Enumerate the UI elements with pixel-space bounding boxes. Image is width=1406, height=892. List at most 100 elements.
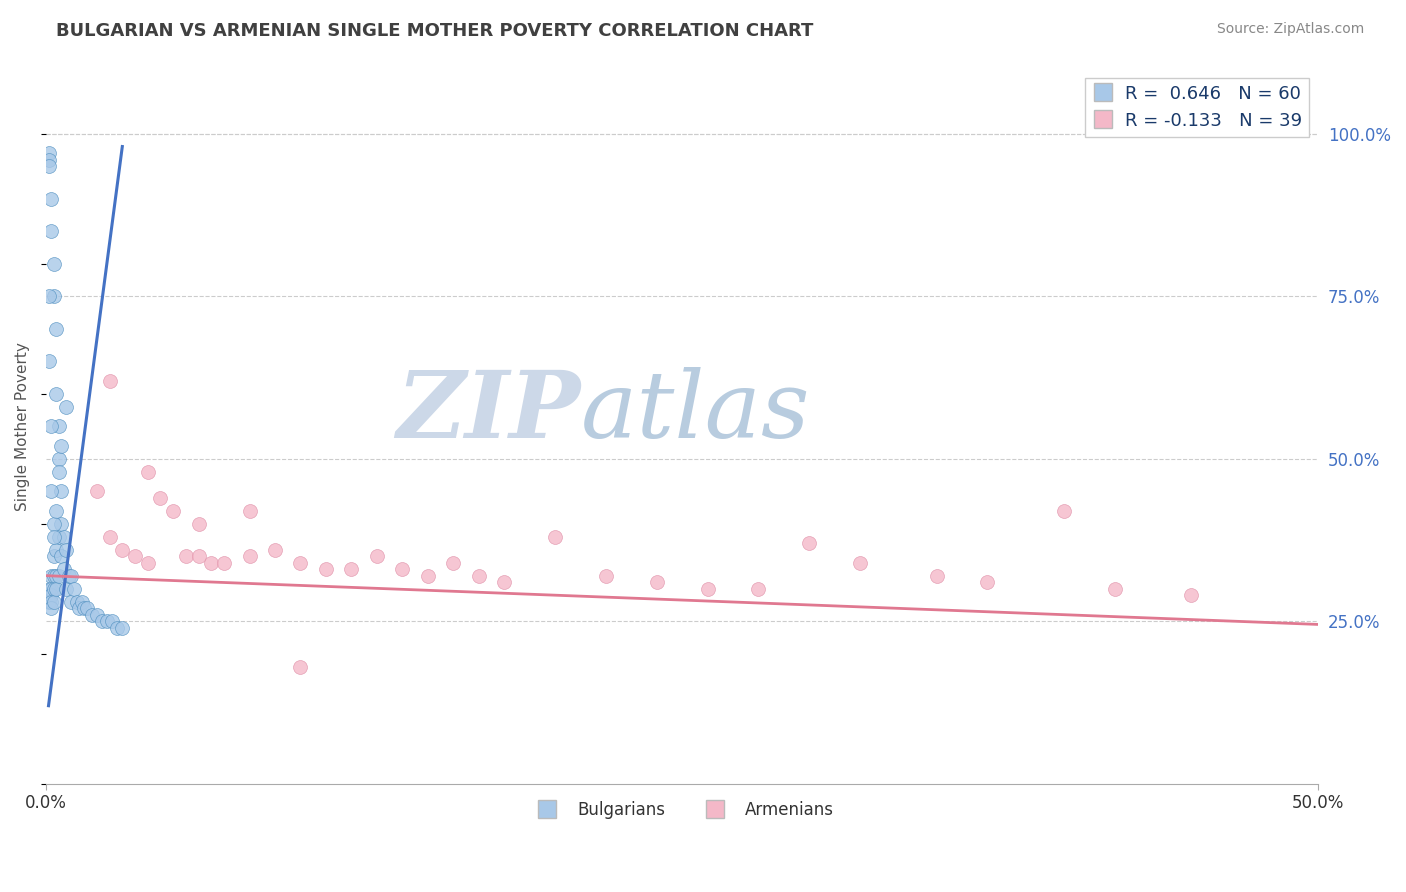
Point bbox=[238, 503, 260, 517]
Point bbox=[48, 451, 70, 466]
Point bbox=[45, 568, 67, 582]
Point bbox=[925, 568, 948, 582]
Point bbox=[38, 289, 60, 303]
Point bbox=[366, 549, 388, 564]
Point bbox=[492, 575, 515, 590]
Point bbox=[101, 614, 124, 628]
Point bbox=[544, 530, 567, 544]
Point bbox=[39, 484, 62, 499]
Point bbox=[48, 568, 70, 582]
Point bbox=[747, 582, 769, 596]
Point bbox=[39, 419, 62, 434]
Point bbox=[45, 582, 67, 596]
Point bbox=[38, 146, 60, 161]
Point bbox=[48, 465, 70, 479]
Point bbox=[51, 549, 73, 564]
Point bbox=[51, 439, 73, 453]
Point bbox=[238, 549, 260, 564]
Point bbox=[391, 562, 413, 576]
Point bbox=[98, 374, 121, 388]
Point bbox=[86, 484, 108, 499]
Point bbox=[39, 595, 62, 609]
Point bbox=[45, 386, 67, 401]
Point bbox=[264, 542, 287, 557]
Text: ZIP: ZIP bbox=[396, 367, 581, 457]
Point bbox=[187, 549, 209, 564]
Text: atlas: atlas bbox=[581, 367, 810, 457]
Point bbox=[76, 601, 98, 615]
Point bbox=[98, 530, 121, 544]
Legend: Bulgarians, Armenians: Bulgarians, Armenians bbox=[523, 794, 841, 825]
Point bbox=[60, 568, 83, 582]
Point bbox=[645, 575, 668, 590]
Point bbox=[42, 595, 65, 609]
Point bbox=[39, 582, 62, 596]
Point bbox=[51, 516, 73, 531]
Point bbox=[1104, 582, 1126, 596]
Point bbox=[441, 556, 464, 570]
Point bbox=[1180, 588, 1202, 602]
Point bbox=[42, 289, 65, 303]
Point bbox=[42, 256, 65, 270]
Point bbox=[149, 491, 172, 505]
Point bbox=[58, 568, 80, 582]
Point bbox=[467, 568, 489, 582]
Point bbox=[55, 542, 77, 557]
Point bbox=[52, 530, 75, 544]
Point bbox=[45, 321, 67, 335]
Point bbox=[200, 556, 222, 570]
Point bbox=[52, 562, 75, 576]
Point bbox=[73, 601, 96, 615]
Point bbox=[849, 556, 872, 570]
Point bbox=[91, 614, 114, 628]
Point bbox=[42, 582, 65, 596]
Point bbox=[45, 542, 67, 557]
Point bbox=[70, 595, 93, 609]
Point bbox=[290, 659, 312, 673]
Point bbox=[42, 516, 65, 531]
Point bbox=[38, 582, 60, 596]
Point bbox=[39, 601, 62, 615]
Point bbox=[38, 354, 60, 368]
Point bbox=[124, 549, 146, 564]
Point bbox=[80, 607, 103, 622]
Point bbox=[38, 159, 60, 173]
Point bbox=[290, 556, 312, 570]
Point bbox=[696, 582, 718, 596]
Text: Source: ZipAtlas.com: Source: ZipAtlas.com bbox=[1216, 22, 1364, 37]
Point bbox=[38, 153, 60, 167]
Y-axis label: Single Mother Poverty: Single Mother Poverty bbox=[15, 342, 30, 510]
Point bbox=[111, 542, 134, 557]
Point bbox=[111, 621, 134, 635]
Point bbox=[105, 621, 128, 635]
Point bbox=[67, 601, 90, 615]
Point bbox=[39, 192, 62, 206]
Point bbox=[63, 582, 86, 596]
Point bbox=[42, 530, 65, 544]
Point bbox=[1053, 503, 1076, 517]
Point bbox=[48, 530, 70, 544]
Text: BULGARIAN VS ARMENIAN SINGLE MOTHER POVERTY CORRELATION CHART: BULGARIAN VS ARMENIAN SINGLE MOTHER POVE… bbox=[56, 22, 814, 40]
Point bbox=[39, 224, 62, 238]
Point bbox=[39, 568, 62, 582]
Point bbox=[86, 607, 108, 622]
Point bbox=[212, 556, 235, 570]
Point bbox=[136, 556, 159, 570]
Point bbox=[162, 503, 184, 517]
Point bbox=[42, 568, 65, 582]
Point bbox=[340, 562, 363, 576]
Point bbox=[55, 400, 77, 414]
Point bbox=[96, 614, 118, 628]
Point bbox=[595, 568, 617, 582]
Point bbox=[55, 582, 77, 596]
Point bbox=[315, 562, 337, 576]
Point bbox=[136, 465, 159, 479]
Point bbox=[60, 595, 83, 609]
Point bbox=[799, 536, 821, 550]
Point bbox=[45, 503, 67, 517]
Point bbox=[174, 549, 197, 564]
Point bbox=[976, 575, 998, 590]
Point bbox=[48, 419, 70, 434]
Point bbox=[42, 549, 65, 564]
Point bbox=[416, 568, 439, 582]
